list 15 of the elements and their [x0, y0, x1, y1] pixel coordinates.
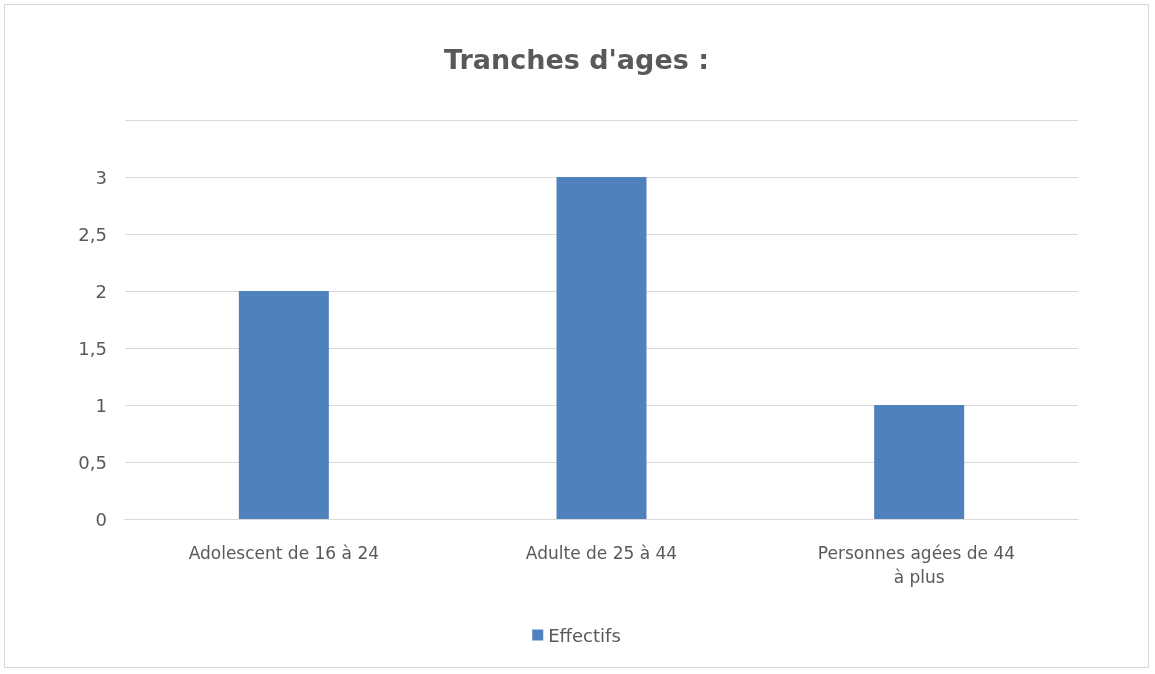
x-tick-label: Adulte de 25 à 44	[525, 543, 678, 563]
y-tick-label: 2,5	[78, 223, 107, 245]
x-tick-label: Adolescent de 16 à 24	[188, 543, 380, 563]
legend-label: Effectifs	[548, 624, 621, 646]
y-tick-label: 1,5	[78, 337, 107, 359]
bar	[238, 291, 329, 519]
y-tick-label: 1	[95, 394, 107, 416]
y-tick-label: 3	[95, 166, 107, 188]
y-tick-label: 2	[95, 280, 107, 302]
y-tick-label: 0	[95, 508, 107, 530]
bar	[556, 177, 647, 519]
chart-title: Tranches d'ages :	[444, 44, 709, 75]
bar	[874, 405, 965, 519]
y-tick-label: 0,5	[78, 451, 107, 473]
x-tick-label: Personnes agées de 44 à plus	[817, 543, 1021, 587]
